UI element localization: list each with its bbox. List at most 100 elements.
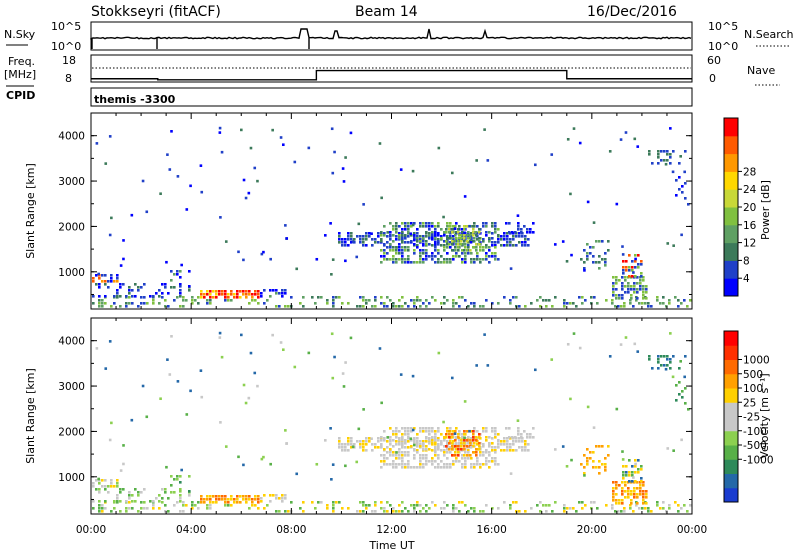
power-cell: [532, 222, 535, 225]
nave-label: Nave: [747, 64, 775, 77]
power-cell: [98, 277, 101, 280]
velocity-cell: [392, 466, 395, 469]
power-cell: [158, 289, 161, 292]
velocity-cell: [146, 507, 149, 510]
velocity-cell: [506, 446, 509, 449]
power-cell: [248, 290, 251, 293]
power-cell: [443, 296, 446, 299]
velocity-cell: [529, 433, 532, 436]
velocity-cell: [479, 510, 482, 513]
power-cell: [518, 305, 521, 308]
velocity-cell: [443, 463, 446, 466]
power-cell: [488, 240, 491, 243]
velocity-cell: [333, 355, 336, 359]
velocity-cell: [344, 361, 347, 364]
power-cell: [612, 285, 615, 288]
velocity-cell: [422, 440, 425, 443]
power-cell: [395, 246, 398, 249]
velocity-cell: [368, 440, 371, 443]
power-cell: [371, 305, 374, 308]
velocity-cell: [188, 475, 191, 478]
power-cell: [463, 243, 466, 246]
power-cell: [478, 237, 481, 240]
velocity-cell: [656, 504, 659, 507]
velocity-cell: [473, 510, 476, 513]
velocity-cell: [657, 358, 660, 361]
power-cell: [614, 305, 617, 308]
power-cell: [119, 305, 122, 308]
power-cell: [592, 246, 595, 249]
velocity-cell: [494, 427, 497, 430]
velocity-cell: [604, 466, 607, 469]
power-cell: [443, 244, 446, 247]
power-cell: [278, 292, 281, 295]
power-cell: [251, 296, 254, 299]
power-cell: [521, 241, 524, 244]
power-cell: [242, 293, 245, 296]
velocity-cell: [521, 449, 524, 452]
power-cell: [431, 225, 434, 228]
velocity-cell: [311, 501, 314, 504]
power-cell: [143, 302, 146, 305]
velocity-cell: [509, 449, 512, 452]
power-cell: [182, 299, 185, 302]
power-cell: [422, 240, 425, 243]
power-cell: [640, 263, 643, 266]
power-cell: [494, 241, 497, 244]
velocity-cell: [672, 355, 675, 358]
power-cell: [311, 296, 314, 299]
power-cell: [422, 243, 425, 246]
velocity-cell: [239, 501, 242, 504]
power-cell: [476, 225, 479, 228]
velocity-cell: [449, 463, 452, 466]
velocity-cell: [98, 500, 101, 503]
velocity-cell: [615, 481, 618, 484]
freq-left-tick-top: 18: [62, 54, 76, 67]
velocity-cell: [636, 502, 639, 505]
velocity-cell: [470, 466, 473, 469]
velocity-cell: [642, 502, 645, 505]
velocity-cell: [536, 504, 539, 507]
velocity-cell: [407, 430, 410, 433]
velocity-cell: [254, 495, 257, 498]
power-cell: [253, 166, 257, 170]
velocity-cell: [359, 443, 362, 446]
velocity-cell: [350, 437, 353, 440]
velocity-cell: [119, 488, 122, 491]
velocity-cell: [371, 449, 374, 452]
power-cell: [256, 179, 259, 183]
velocity-cell: [512, 440, 515, 443]
velocity-cell: [92, 500, 95, 503]
velocity-cell: [407, 436, 410, 439]
power-cell: [335, 296, 338, 299]
power-cell: [521, 244, 524, 247]
velocity-cell: [475, 364, 478, 367]
power-cell: [116, 289, 119, 292]
velocity-cell: [592, 466, 595, 469]
power-cell: [410, 261, 413, 264]
velocity-cell: [497, 439, 500, 442]
velocity-cell: [368, 437, 371, 440]
velocity-cell: [425, 457, 428, 460]
power-cell: [95, 283, 98, 286]
colorbar-tick-label: -25: [743, 412, 760, 424]
velocity-cell: [104, 500, 107, 503]
colorbar-segment: [724, 345, 738, 360]
velocity-cell: [168, 373, 172, 376]
velocity-cell: [242, 463, 245, 467]
velocity-cell: [203, 498, 206, 501]
power-cell: [469, 234, 472, 237]
velocity-cell: [554, 501, 557, 504]
power-cell: [271, 128, 274, 132]
power-cell: [466, 240, 469, 243]
velocity-cell: [392, 463, 395, 466]
power-cell: [209, 293, 212, 296]
power-cell: [452, 258, 455, 261]
velocity-cell: [416, 449, 419, 452]
power-cell: [615, 279, 618, 282]
velocity-cell: [437, 437, 440, 440]
velocity-cell: [526, 436, 529, 439]
velocity-cell: [251, 504, 254, 507]
power-cell: [463, 228, 466, 231]
noise-left-bottom-tick: 10^0: [51, 40, 81, 53]
